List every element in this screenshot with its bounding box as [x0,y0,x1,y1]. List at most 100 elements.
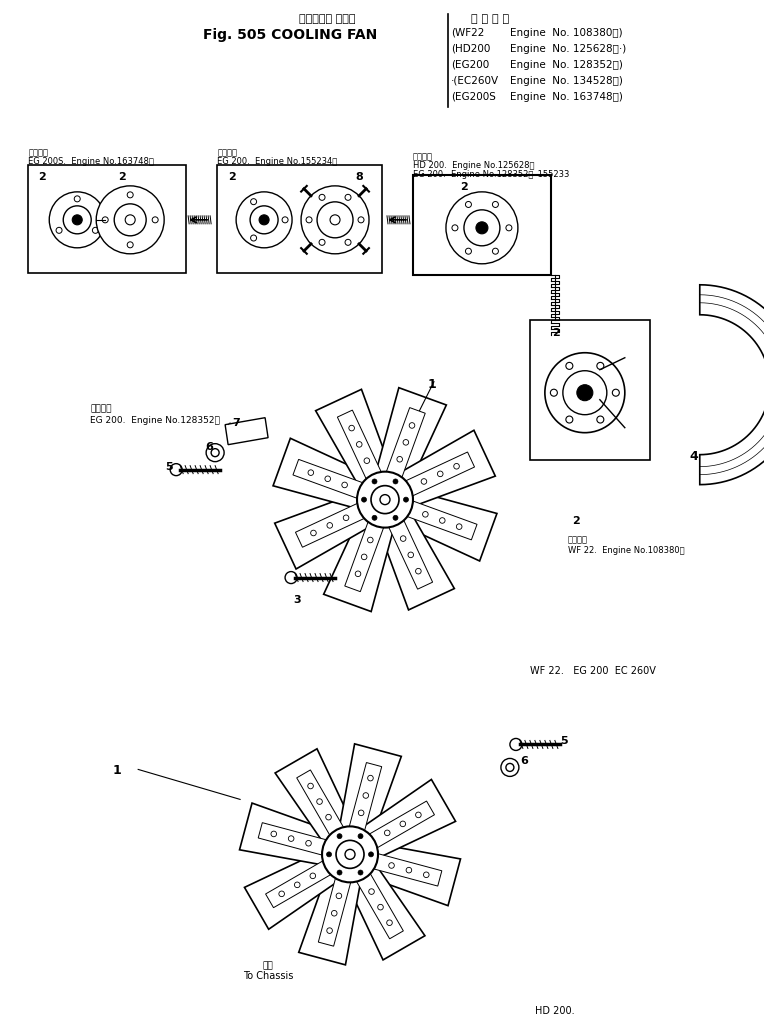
Polygon shape [296,498,375,547]
Circle shape [355,571,361,577]
Text: 適用号機: 適用号機 [413,152,433,161]
Circle shape [330,215,340,225]
Polygon shape [370,387,446,505]
Circle shape [345,195,351,201]
Circle shape [393,479,398,484]
Text: 5: 5 [560,737,568,747]
Circle shape [306,841,311,846]
Circle shape [410,423,415,428]
Polygon shape [319,867,354,947]
Circle shape [317,202,353,237]
Circle shape [493,249,498,254]
Circle shape [236,192,292,248]
Circle shape [336,893,342,899]
Circle shape [371,486,399,514]
Circle shape [349,425,354,431]
Circle shape [476,222,488,233]
Text: 2: 2 [460,181,468,192]
Circle shape [49,192,105,248]
Circle shape [357,441,362,447]
Circle shape [456,524,462,530]
Circle shape [319,239,325,246]
Text: 2: 2 [38,172,46,181]
Circle shape [501,758,519,776]
Circle shape [439,518,445,524]
Text: EG 200.  Engine No.128352～–155233: EG 200. Engine No.128352～–155233 [413,170,569,179]
Text: 7: 7 [232,418,240,428]
Circle shape [358,810,364,815]
Circle shape [454,464,459,469]
Bar [413,175,551,275]
Circle shape [566,363,573,369]
Text: To Chassis: To Chassis [243,971,293,981]
Polygon shape [335,744,401,858]
Circle shape [358,870,363,875]
Circle shape [127,242,133,248]
Polygon shape [338,410,386,489]
Circle shape [285,572,297,584]
Circle shape [465,249,471,254]
Text: HD 200.  Engine No.125628～: HD 200. Engine No.125628～ [413,161,535,170]
Circle shape [357,472,413,528]
Polygon shape [382,408,426,488]
Circle shape [367,537,373,543]
Circle shape [311,530,316,536]
Circle shape [361,554,367,559]
Circle shape [387,920,392,925]
Polygon shape [342,780,455,868]
Circle shape [345,850,355,859]
Polygon shape [380,484,497,561]
Circle shape [380,494,390,504]
Circle shape [345,239,351,246]
Circle shape [422,512,428,517]
Circle shape [377,904,384,910]
Text: (HD200: (HD200 [451,44,490,54]
Text: 適用号機: 適用号機 [90,405,112,414]
Circle shape [322,826,378,882]
Polygon shape [362,851,442,887]
Polygon shape [299,851,365,965]
Circle shape [127,192,133,198]
Circle shape [406,505,411,511]
Circle shape [354,827,359,833]
Circle shape [369,839,374,845]
Bar [530,320,650,460]
Text: 重錢: 重錢 [263,961,274,970]
Polygon shape [346,840,461,906]
Circle shape [301,185,369,254]
Circle shape [612,389,620,396]
Circle shape [363,793,368,798]
Circle shape [317,799,322,804]
Circle shape [56,227,62,233]
Polygon shape [346,762,382,842]
Circle shape [545,353,625,433]
Circle shape [170,464,182,476]
Circle shape [282,217,288,223]
Text: HD 200.: HD 200. [535,1006,575,1016]
Text: 3: 3 [293,594,301,604]
Circle shape [327,928,332,933]
Circle shape [73,215,83,225]
Text: 6: 6 [205,441,213,451]
Circle shape [393,516,398,521]
Polygon shape [275,485,392,569]
Polygon shape [225,418,268,444]
Polygon shape [345,511,387,592]
Text: (WF22: (WF22 [451,28,484,38]
Circle shape [358,834,363,839]
Polygon shape [293,460,374,502]
Text: 適 用 号 機: 適 用 号 機 [471,14,509,24]
Circle shape [597,363,604,369]
Circle shape [325,814,332,820]
Polygon shape [359,801,435,854]
Circle shape [294,882,300,888]
Circle shape [403,439,409,445]
Circle shape [446,192,518,264]
Circle shape [397,457,403,462]
Circle shape [102,217,108,223]
Circle shape [403,497,409,502]
Text: 8: 8 [355,172,363,181]
Circle shape [452,225,458,231]
Circle shape [358,217,364,223]
Polygon shape [258,822,338,858]
